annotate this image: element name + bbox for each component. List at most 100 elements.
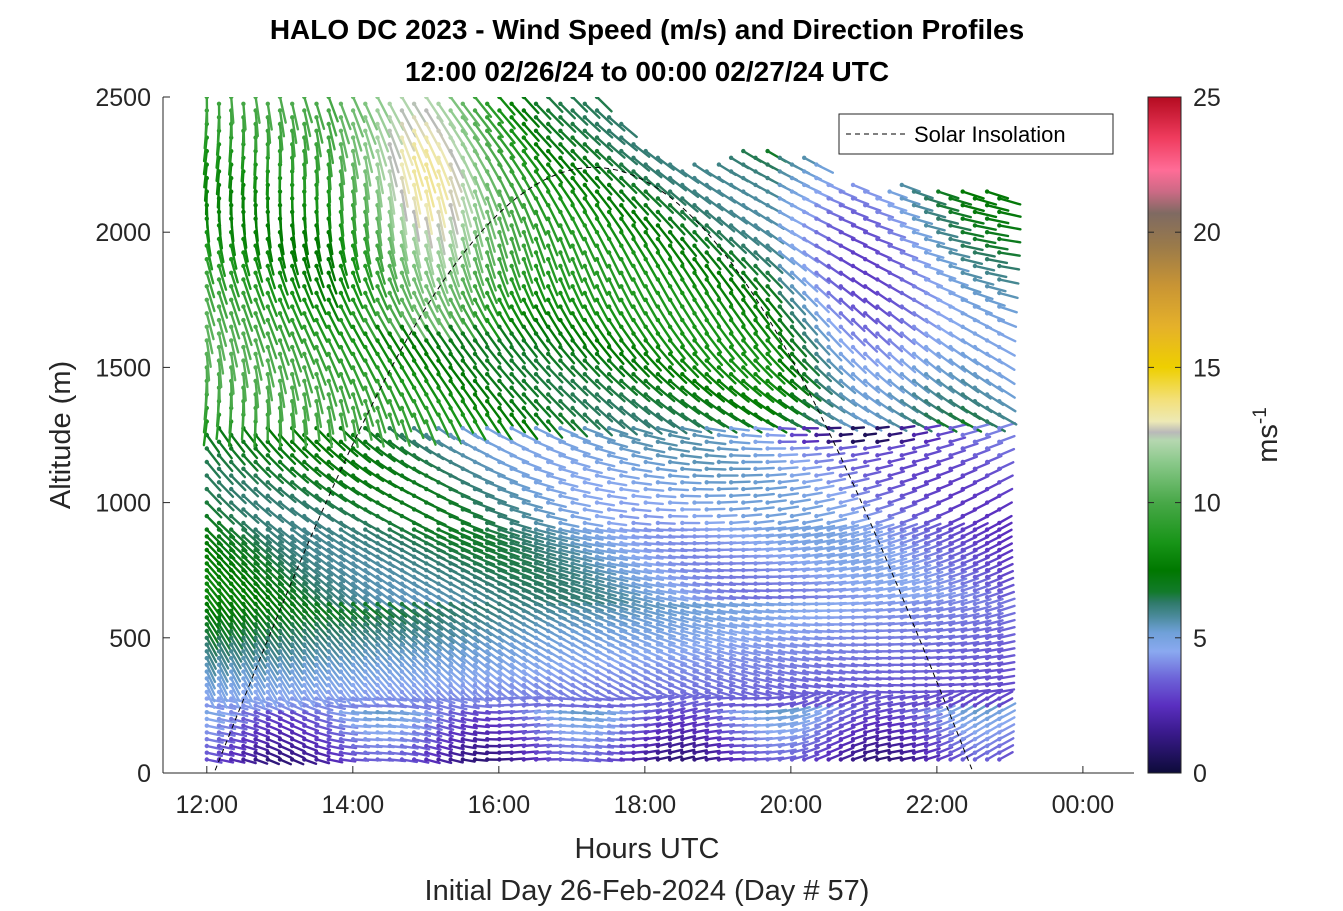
wind-barb-base — [302, 513, 307, 519]
wind-barb-base — [509, 480, 514, 485]
wind-barb — [266, 535, 285, 551]
wind-barb — [620, 616, 640, 625]
wind-barb-base — [546, 297, 551, 302]
wind-barb-base — [399, 635, 405, 640]
wind-barb-base — [375, 716, 380, 722]
wind-barb-base — [229, 757, 234, 762]
wind-barb-base — [424, 513, 429, 519]
wind-barb-base — [265, 710, 270, 715]
wind-barb — [595, 97, 613, 113]
wind-barb-base — [387, 642, 392, 647]
wind-barb — [278, 122, 284, 151]
wind-barb — [461, 291, 476, 318]
wind-barb — [547, 501, 567, 508]
wind-barb-base — [399, 162, 405, 167]
wind-barb — [412, 616, 431, 631]
wind-barb-base — [643, 757, 648, 762]
wind-barb-base — [229, 574, 234, 580]
wind-barb-base — [229, 486, 234, 492]
wind-barb-base — [546, 432, 551, 438]
wind-barb-base — [387, 703, 392, 708]
wind-barb — [217, 643, 230, 663]
wind-barb — [571, 149, 589, 168]
wind-barb-base — [619, 595, 624, 600]
wind-barb-base — [521, 541, 526, 546]
wind-barb — [547, 487, 567, 495]
wind-barb-base — [643, 703, 648, 708]
wind-barb-base — [241, 716, 246, 722]
wind-barb-base — [521, 669, 526, 674]
wind-barb — [327, 149, 333, 178]
wind-barb-base — [363, 358, 368, 363]
wind-barb — [534, 562, 557, 571]
wind-barb-base — [229, 338, 234, 343]
wind-barb-base — [387, 182, 392, 188]
wind-barb — [254, 738, 270, 745]
wind-barb-base — [216, 628, 222, 634]
wind-barb — [205, 366, 209, 395]
wind-barb — [351, 258, 361, 283]
wind-barb — [278, 656, 292, 675]
wind-barb — [449, 643, 467, 658]
wind-barb — [266, 521, 285, 537]
wind-barb — [425, 751, 442, 758]
wind-barb-base — [643, 635, 648, 640]
wind-barb-base — [521, 297, 526, 302]
wind-barb-base — [350, 297, 356, 302]
wind-barb-base — [387, 743, 392, 749]
wind-barb-base — [241, 628, 246, 634]
wind-barb-base — [302, 108, 307, 113]
wind-barb-base — [338, 737, 344, 742]
wind-barb-base — [204, 541, 209, 546]
wind-barb-base — [277, 581, 283, 586]
wind-barb-base — [241, 615, 246, 620]
wind-barb — [620, 589, 641, 597]
wind-barb-base — [460, 710, 465, 715]
wind-barb — [583, 589, 605, 598]
wind-barb-base — [606, 696, 612, 701]
wind-barb-base — [497, 419, 502, 424]
wind-barb — [315, 656, 329, 675]
wind-barb-base — [302, 574, 307, 580]
wind-barb-base — [314, 534, 319, 539]
wind-barb-base — [448, 473, 453, 478]
wind-barb-base — [338, 649, 344, 654]
wind-barb-base — [570, 189, 575, 194]
wind-barb-base — [424, 311, 429, 316]
wind-barb — [425, 244, 435, 276]
wind-barb-base — [570, 716, 575, 722]
wind-barb-base — [229, 588, 234, 593]
wind-barb — [351, 190, 357, 219]
wind-barb — [486, 643, 504, 657]
wind-barb — [291, 521, 309, 536]
wind-barb-base — [326, 473, 331, 478]
wind-barb-base — [436, 317, 441, 323]
wind-barb — [522, 514, 544, 523]
wind-barb-base — [497, 175, 502, 181]
wind-barb — [229, 643, 243, 663]
wind-barb — [486, 305, 501, 329]
wind-barb — [449, 163, 463, 193]
wind-barb-base — [582, 453, 587, 458]
wind-barb-base — [655, 723, 661, 728]
wind-barb-base — [424, 568, 429, 573]
wind-barb — [376, 298, 391, 324]
wind-barb — [242, 264, 252, 290]
wind-barb-base — [424, 97, 429, 100]
wind-barb — [632, 345, 650, 366]
wind-barb-base — [399, 257, 405, 262]
wind-barb-base — [643, 175, 648, 181]
wind-barb-base — [277, 689, 283, 695]
wind-barb — [547, 562, 569, 571]
wind-barb-base — [582, 263, 587, 269]
wind-barb-base — [497, 459, 502, 465]
wind-barb-base — [594, 351, 600, 357]
wind-barb-base — [411, 716, 417, 722]
wind-barb — [205, 460, 222, 479]
wind-barb — [254, 474, 272, 491]
wind-barb — [291, 129, 296, 158]
wind-barb — [303, 258, 312, 282]
wind-barb — [291, 102, 300, 131]
wind-barb-base — [448, 175, 453, 181]
wind-barb-base — [643, 284, 648, 289]
